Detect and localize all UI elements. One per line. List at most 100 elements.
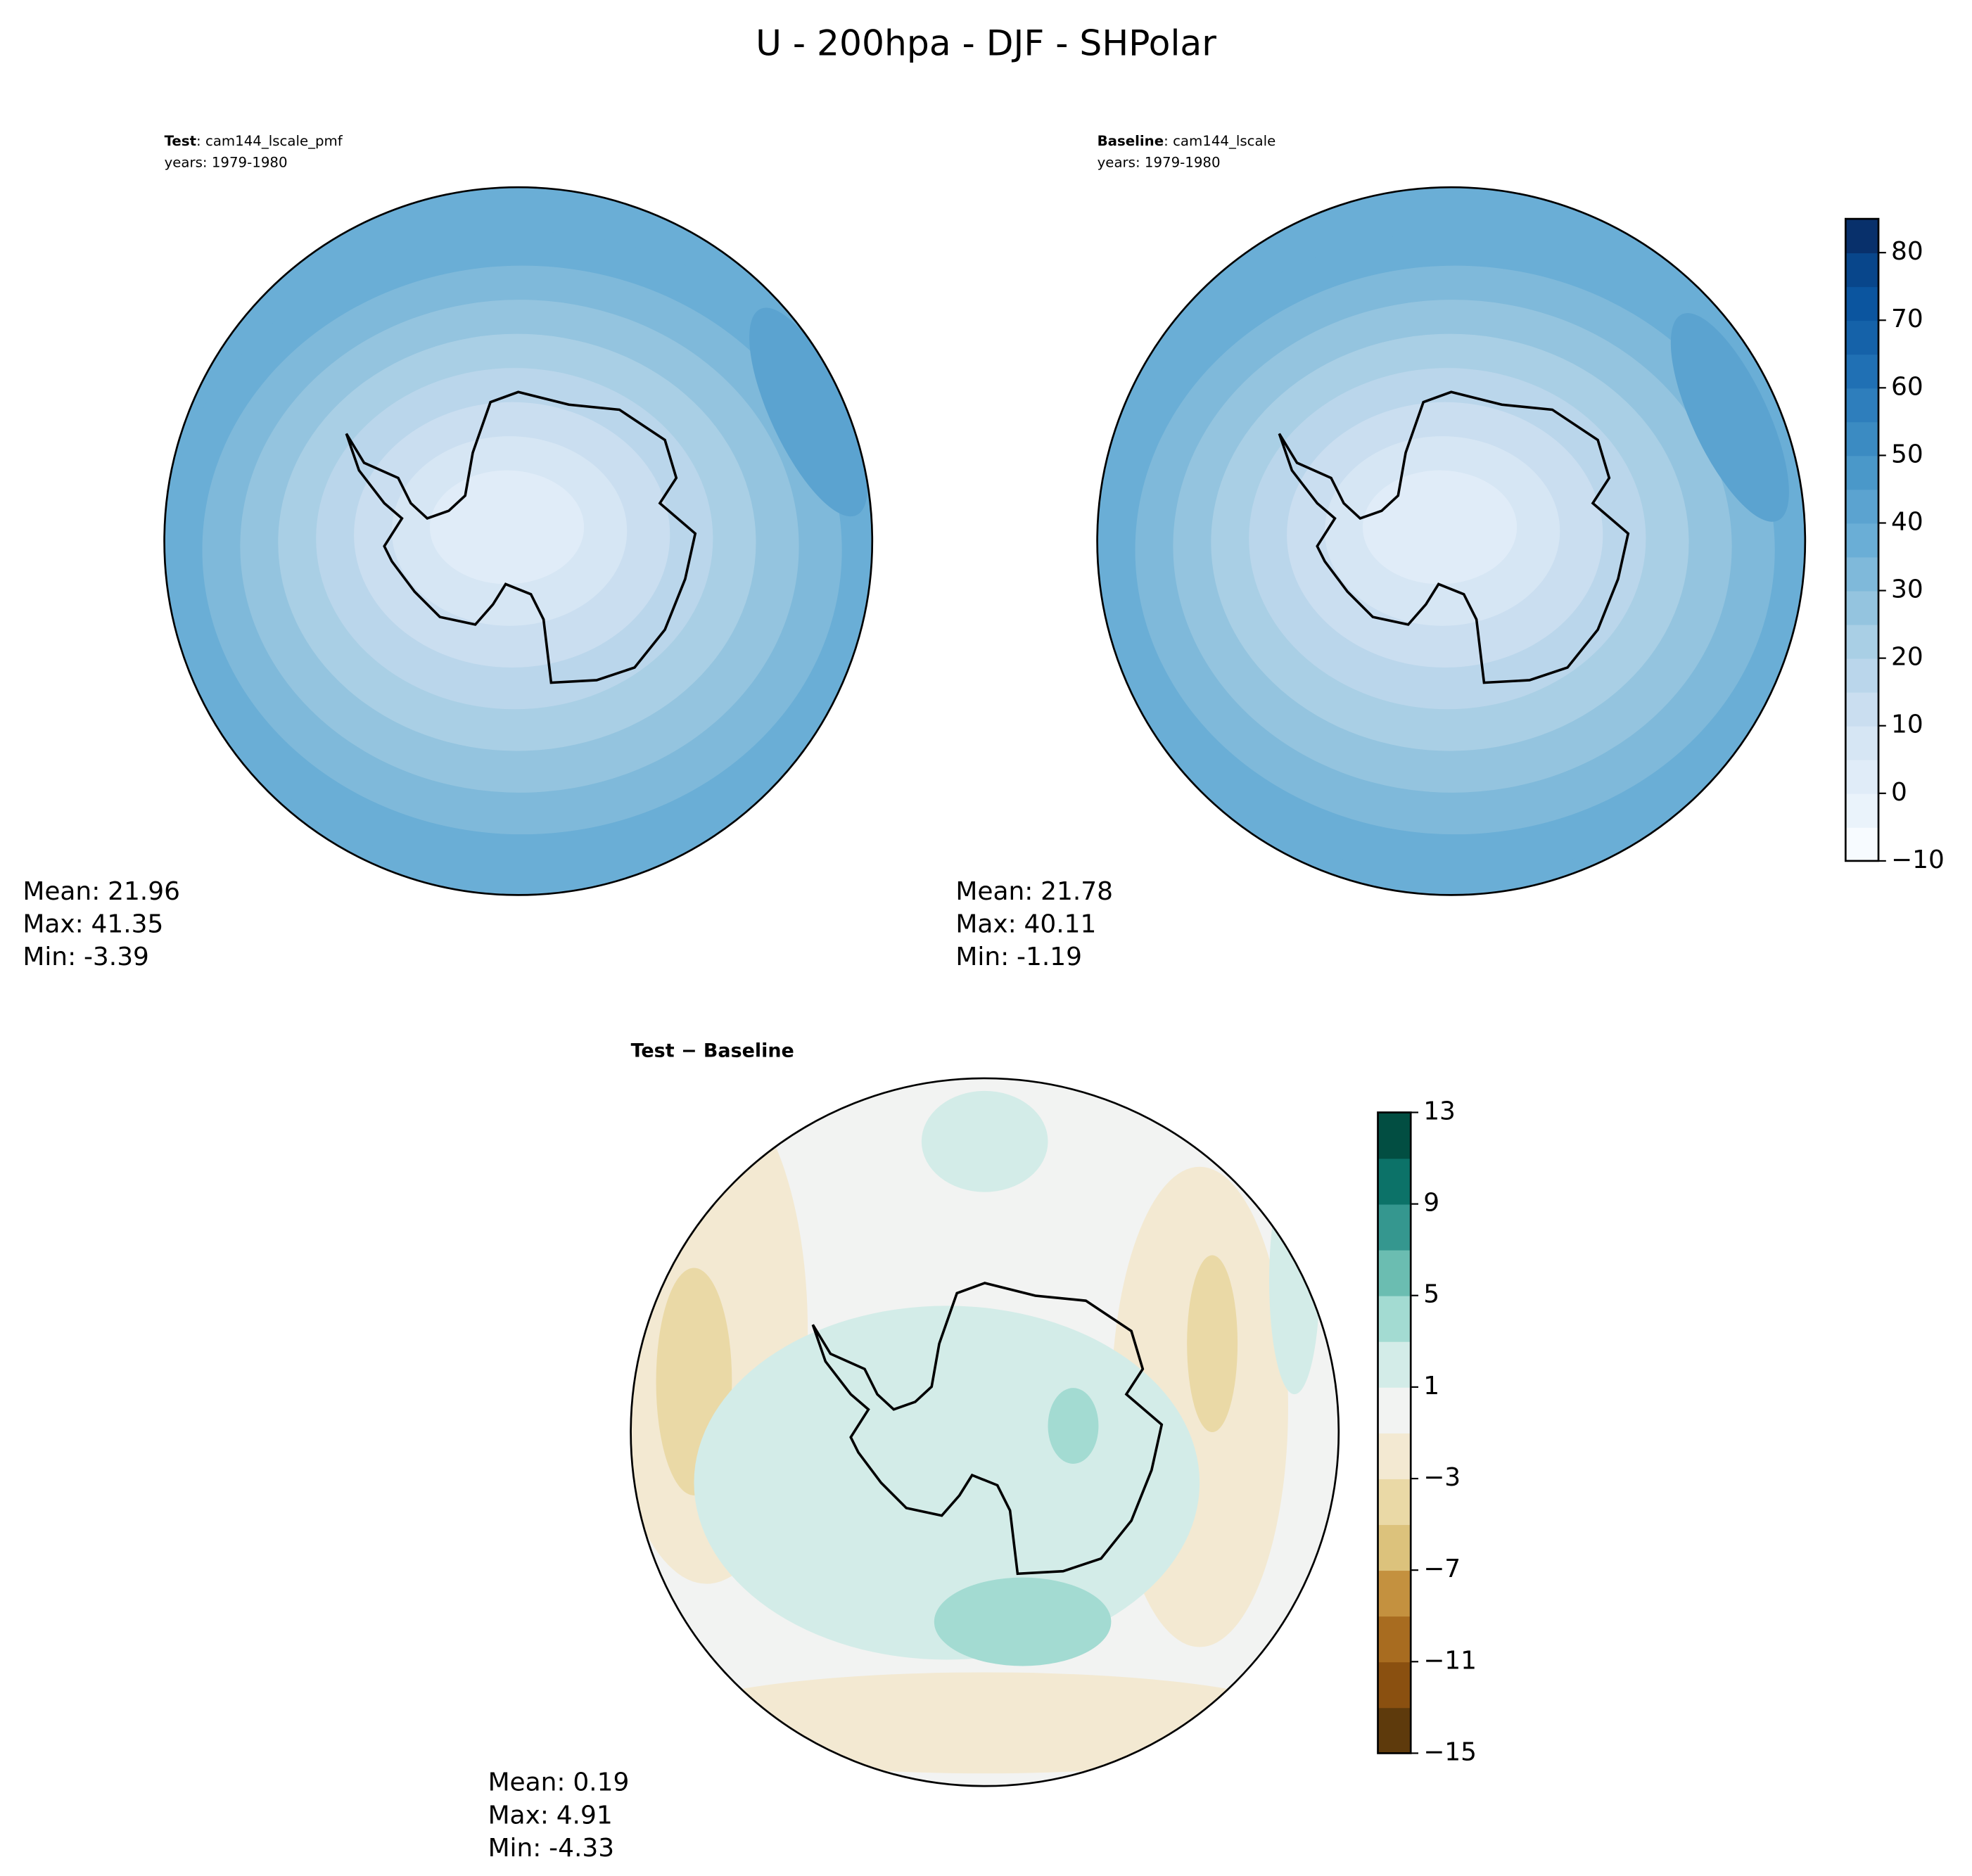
colorbar-band [1845, 354, 1879, 389]
colorbar-band [1378, 1479, 1411, 1525]
colorbar-band [1845, 827, 1879, 862]
panel-title: Test − Baseline [631, 1040, 794, 1061]
stat: Mean: 21.78 [955, 877, 1113, 906]
colorbar-band [1378, 1158, 1411, 1205]
panel-subtitle: years: 1979-1980 [1098, 154, 1221, 170]
stat-label: Mean: [23, 877, 100, 906]
stat: Mean: 21.96 [23, 877, 180, 906]
colorbar-tick-label: 80 [1891, 237, 1923, 266]
colorbar-band [1845, 489, 1879, 524]
case-name: : cam144_lscale_pmf [196, 133, 343, 149]
colorbar-band [1378, 1386, 1411, 1434]
panel-title: Baseline: cam144_lscale [1098, 133, 1276, 149]
colorbar-band [1845, 219, 1879, 254]
map-border [630, 1077, 1340, 1787]
panel-title: Test: cam144_lscale_pmf [165, 133, 343, 149]
colorbar-band [1845, 455, 1879, 490]
colorbar-band [1845, 523, 1879, 558]
stat-value: 0.19 [573, 1768, 629, 1797]
stat-value: 4.91 [556, 1801, 613, 1830]
stat-label: Min: [955, 943, 1009, 971]
stat: Mean: 0.19 [488, 1768, 630, 1797]
colorbar-tick-label: −11 [1423, 1646, 1477, 1675]
stat-value: -3.39 [84, 943, 149, 971]
colorbar-band [1378, 1295, 1411, 1342]
colorbar-band [1845, 286, 1879, 321]
stat-value: 40.11 [1024, 910, 1097, 939]
colorbar-band [1378, 1432, 1411, 1479]
colorbar-tick-label: −3 [1423, 1463, 1461, 1492]
colorbar-band [1845, 725, 1879, 760]
colorbar-band [1378, 1616, 1411, 1663]
colorbar-tick-label: 30 [1891, 575, 1923, 604]
colorbar-band [1845, 793, 1879, 828]
stat-label: Max: [488, 1801, 549, 1830]
stat-label: Max: [955, 910, 1016, 939]
contour [1187, 1255, 1238, 1433]
stat: Min: -3.39 [23, 943, 149, 971]
stat-label: Max: [23, 910, 83, 939]
colorbar-tick-label: 13 [1423, 1097, 1456, 1125]
colorbar-band [1378, 1524, 1411, 1571]
colorbar-tick-label: 10 [1891, 710, 1923, 739]
colorbar-tick-label: 60 [1891, 372, 1923, 401]
figure-title: U - 200hpa - DJF - SHPolar [756, 22, 1216, 63]
contour [921, 1090, 1048, 1192]
map-border [163, 186, 874, 896]
contour [1048, 1388, 1099, 1464]
colorbar-band [1845, 624, 1879, 659]
stat-label: Min: [488, 1834, 542, 1863]
colorbar-tick-label: 70 [1891, 305, 1923, 333]
colorbar-band [1845, 590, 1879, 625]
colorbar-band [1845, 253, 1879, 288]
colorbar-band [1378, 1570, 1411, 1617]
colorbar-band [1378, 1204, 1411, 1251]
case-label: Baseline [1098, 133, 1164, 149]
colorbar-band [1378, 1707, 1411, 1754]
map [164, 187, 872, 895]
stat: Max: 4.91 [488, 1801, 613, 1830]
colorbar-band [1845, 320, 1879, 355]
stat-value: -4.33 [549, 1834, 614, 1863]
colorbar-tick-label: −7 [1423, 1555, 1461, 1583]
colorbar-band [1845, 658, 1879, 693]
stat-label: Mean: [488, 1768, 566, 1797]
map-border [1096, 186, 1807, 896]
stat-value: -1.19 [1017, 943, 1082, 971]
coastline [811, 1282, 1164, 1576]
contour [749, 307, 868, 517]
coastline [1278, 390, 1630, 684]
colorbar-band [1378, 1249, 1411, 1296]
stat-value: 21.78 [1041, 877, 1113, 906]
stat-label: Mean: [955, 877, 1033, 906]
colorbar-tick-label: 9 [1423, 1189, 1439, 1218]
coastline [345, 390, 697, 684]
contour [1362, 470, 1518, 585]
stat-value: 41.35 [91, 910, 163, 939]
contour [934, 1577, 1112, 1666]
stat: Min: -4.33 [488, 1834, 615, 1863]
colorbar-band [1845, 421, 1879, 457]
case-name: : cam144_lscale [1164, 133, 1276, 149]
colorbar-band [1845, 388, 1879, 423]
colorbar-band [1378, 1341, 1411, 1388]
colorbar-frame [1377, 1111, 1412, 1754]
case-label: Test [165, 133, 196, 149]
colorbar-band [1378, 1112, 1411, 1159]
colorbar-tick-label: −15 [1423, 1737, 1477, 1766]
colorbar-band [1845, 691, 1879, 727]
stat-value: 21.96 [108, 877, 180, 906]
stat: Min: -1.19 [955, 943, 1082, 971]
panel-subtitle: years: 1979-1980 [165, 154, 288, 170]
stat-label: Min: [23, 943, 76, 971]
colorbar-tick-label: 50 [1891, 440, 1923, 468]
colorbar-tick-label: −10 [1891, 846, 1945, 874]
colorbar-tick-label: 20 [1891, 643, 1923, 672]
stat: Max: 41.35 [23, 910, 163, 939]
colorbar-tick-label: 40 [1891, 507, 1923, 536]
colorbar-band [1378, 1661, 1411, 1709]
colorbar-frame [1844, 217, 1880, 862]
contour [429, 470, 585, 585]
